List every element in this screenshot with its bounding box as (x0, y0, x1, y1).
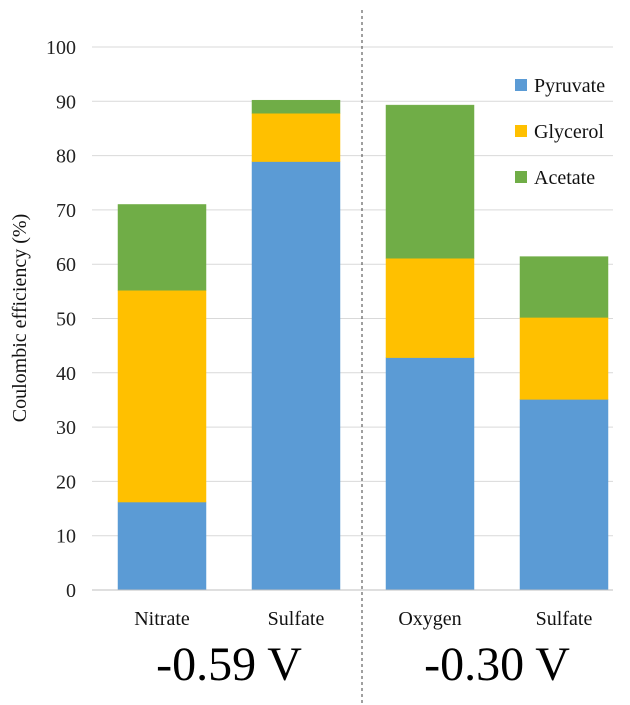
bar-segment-pyruvate (117, 501, 207, 591)
y-tick-label: 100 (46, 37, 76, 59)
bar-segment-pyruvate (385, 357, 475, 591)
y-tick-label: 40 (56, 363, 76, 385)
y-tick-labels: 0 10 20 30 40 50 60 70 80 90 100 (46, 37, 76, 602)
legend-label: Glycerol (534, 121, 604, 143)
category-label: Nitrate (134, 608, 190, 630)
category-label: Sulfate (268, 608, 325, 630)
group-label: -0.30 V (424, 638, 570, 691)
bar-segment-glycerol (519, 317, 609, 400)
category-labels: Nitrate Sulfate Oxygen Sulfate (134, 608, 592, 630)
y-tick-label: 90 (56, 91, 76, 113)
bar-segment-glycerol (117, 290, 207, 503)
bar-segment-pyruvate (251, 161, 341, 591)
bar-segment-glycerol (385, 257, 475, 358)
bar-segment-glycerol (251, 112, 341, 162)
legend-label: Acetate (534, 167, 595, 189)
bar-segment-pyruvate (519, 399, 609, 591)
legend: Pyruvate Glycerol Acetate (515, 75, 605, 189)
y-tick-label: 50 (56, 309, 76, 331)
bar-segment-acetate (385, 104, 475, 259)
y-tick-label: 30 (56, 417, 76, 439)
y-tick-label: 10 (56, 526, 76, 548)
y-tick-label: 0 (66, 580, 76, 602)
group-labels: -0.59 V -0.30 V (156, 638, 570, 691)
y-axis-label: Coulombic efficiency (%) (9, 214, 31, 422)
legend-label: Pyruvate (534, 75, 605, 97)
legend-swatch (515, 79, 527, 91)
y-tick-label: 20 (56, 471, 76, 493)
bar-segment-acetate (251, 99, 341, 114)
category-label: Sulfate (536, 608, 593, 630)
stacked-bars (117, 99, 609, 591)
bar-segment-acetate (519, 256, 609, 318)
y-tick-label: 70 (56, 200, 76, 222)
legend-swatch (515, 171, 527, 183)
category-label: Oxygen (398, 608, 461, 630)
bar-segment-acetate (117, 204, 207, 291)
y-tick-label: 80 (56, 146, 76, 168)
y-tick-label: 60 (56, 254, 76, 276)
legend-swatch (515, 125, 527, 137)
group-label: -0.59 V (156, 638, 302, 691)
